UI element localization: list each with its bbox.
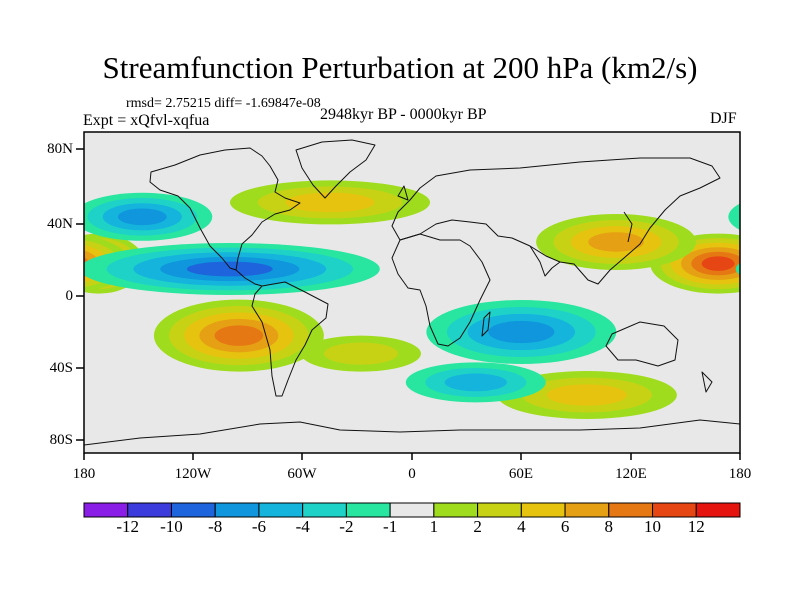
lon-label-120w: 120W (174, 466, 212, 482)
coast-eurasia (391, 157, 721, 285)
colorbar-swatch-5 (302, 502, 347, 518)
colorbar-label: -10 (160, 517, 183, 536)
colorbar-swatch-0 (83, 502, 129, 518)
lat-label-0: 0 (65, 288, 74, 304)
colorbar-swatch-14 (695, 502, 741, 518)
colorbar-swatch-13 (652, 502, 697, 518)
anomaly-field (46, 180, 800, 419)
coast-central-america (235, 269, 263, 287)
colorbar-swatch-2 (170, 502, 216, 518)
anomaly-band-s-atl-pos-2 (324, 342, 398, 365)
anomaly-band-nw-pac-pos-6 (588, 232, 644, 252)
coast-australia (605, 321, 679, 367)
anomaly-band-tropic-neg-2-wrap (763, 248, 800, 291)
coast-india (529, 245, 561, 277)
colorbar-label: -8 (208, 517, 223, 536)
anomaly-band-ne-pac-neg-6-wrap (774, 208, 800, 225)
anomaly-band-pac-west-pos-8-wrap (84, 256, 89, 271)
lat-label-80n: 80N (47, 141, 73, 157)
period-label: 2948kyr BP - 0000kyr BP (320, 106, 487, 123)
anomaly-band-ind-neg-6 (488, 320, 555, 344)
lon-label-60e: 60E (508, 466, 534, 482)
tick-marks (76, 148, 741, 460)
coast-africa (391, 233, 491, 347)
colorbar (83, 502, 741, 518)
coast-antarctica (84, 419, 740, 446)
colorbar-swatch-3 (214, 502, 260, 518)
coast-japan (623, 211, 633, 243)
colorbar-swatch-10 (520, 502, 566, 518)
anomaly-band-ne-pac-neg-6 (117, 208, 167, 226)
lon-label-180e: 180 (728, 466, 752, 482)
lat-label-40n: 40N (47, 216, 73, 232)
anomaly-band-pac-east-pos-8-wrap (736, 256, 740, 271)
colorbar-label: 12 (687, 517, 705, 536)
colorbar-swatch-8 (433, 502, 479, 518)
lat-label-80s: 80S (49, 432, 73, 448)
colorbar-swatch-9 (477, 502, 522, 518)
colorbar-label: -1 (383, 517, 398, 536)
colorbar-label: 2 (473, 517, 482, 536)
colorbar-label: -2 (339, 517, 354, 536)
anomaly-band-tropic-neg-4-wrap (789, 252, 800, 285)
colorbar-label: 8 (604, 517, 614, 536)
colorbar-label: 1 (429, 517, 439, 536)
anomaly-band-ne-pac-neg-1-wrap (728, 203, 740, 231)
anomaly-band-s-pac-pos-8 (214, 325, 264, 346)
experiment-label: Expt = xQfvl-xqfua (83, 112, 210, 129)
anomaly-band-s-ocean-neg-4 (444, 373, 507, 392)
coast-british-isles (397, 185, 409, 201)
lon-label-60w: 60W (287, 466, 317, 482)
colorbar-swatch-7 (389, 502, 435, 518)
anomaly-band-ne-pac-neg-2-wrap (744, 198, 800, 236)
colorbar-label: -4 (295, 517, 310, 536)
colorbar-swatch-11 (564, 502, 610, 518)
lat-label-40s: 40S (49, 360, 73, 376)
lon-label-120e: 120E (615, 466, 647, 482)
anomaly-band-pac-east-pos-10-wrap (743, 256, 765, 271)
map-title: Streamfunction Perturbation at 200 hPa (… (102, 50, 698, 85)
lon-label-0: 0 (408, 466, 416, 482)
anomaly-band-s-ind-pos-4 (546, 384, 627, 406)
colorbar-label: 6 (560, 517, 570, 536)
season-label: DJF (710, 110, 737, 127)
anomaly-band-pac-west-pos-10 (701, 256, 735, 271)
colorbar-swatch-4 (258, 502, 304, 518)
anomaly-band-n-atl-pos-4 (285, 192, 375, 213)
colorbar-label: 4 (517, 517, 526, 536)
coast-south-america (251, 281, 329, 397)
colorbar-label: -12 (116, 517, 140, 536)
colorbar-swatch-1 (127, 502, 172, 518)
stats-text: rmsd= 2.75215 diff= -1.69847e-08 (126, 96, 321, 111)
colorbar-label: -6 (251, 517, 266, 536)
anomaly-band-tropic-neg-8 (186, 261, 273, 277)
colorbar-label: 10 (644, 517, 662, 536)
coast-north-america (149, 147, 301, 271)
anomaly-band-pac-west-pos-10-wrap (46, 256, 79, 271)
coastlines (84, 139, 740, 446)
anomaly-band-tropic-neg-1-wrap (735, 262, 740, 276)
colorbar-swatch-12 (608, 502, 654, 518)
lon-label-180w: 180 (72, 466, 96, 482)
colorbar-swatch-6 (345, 502, 391, 518)
anomaly-band-ne-pac-neg-4-wrap (759, 203, 800, 230)
coast-new-zealand (701, 371, 713, 393)
coast-greenland (295, 139, 376, 199)
coast-madagascar (481, 311, 491, 337)
